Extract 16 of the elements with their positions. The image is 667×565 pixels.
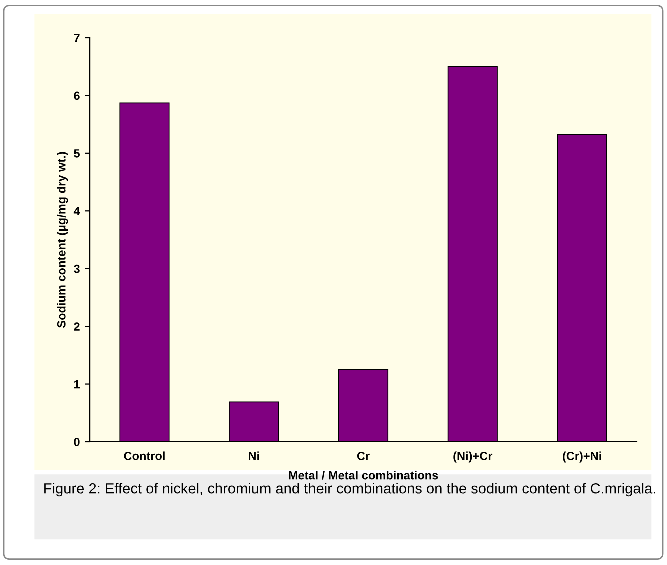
y-tick-label: 1 [74,380,80,389]
x-tick-label: Control [124,452,165,460]
y-tick-label: 7 [74,34,80,42]
x-tick-label: Cr [357,452,370,460]
x-tick-label: Ni [249,452,260,460]
x-tick-label: (Cr)+Ni [563,452,602,463]
y-tick-label: 0 [74,438,80,446]
y-tick-label: 5 [74,150,80,158]
y-tick-label: 3 [74,264,80,274]
y-tick-label: 6 [74,92,80,100]
x-tick-label: (Ni)+Cr [454,452,493,463]
caption: Figure 2: Effect of nickel, chromium and their combinations on the sodium content of C.mrigala. [44,483,656,497]
y-axis-title: Sodium content (µg/mg dry wt.) [57,152,68,328]
y-tick-label: 4 [74,207,80,216]
x-axis-title: Metal / Metal combinations [289,471,438,480]
y-tick-label: 2 [74,322,80,331]
